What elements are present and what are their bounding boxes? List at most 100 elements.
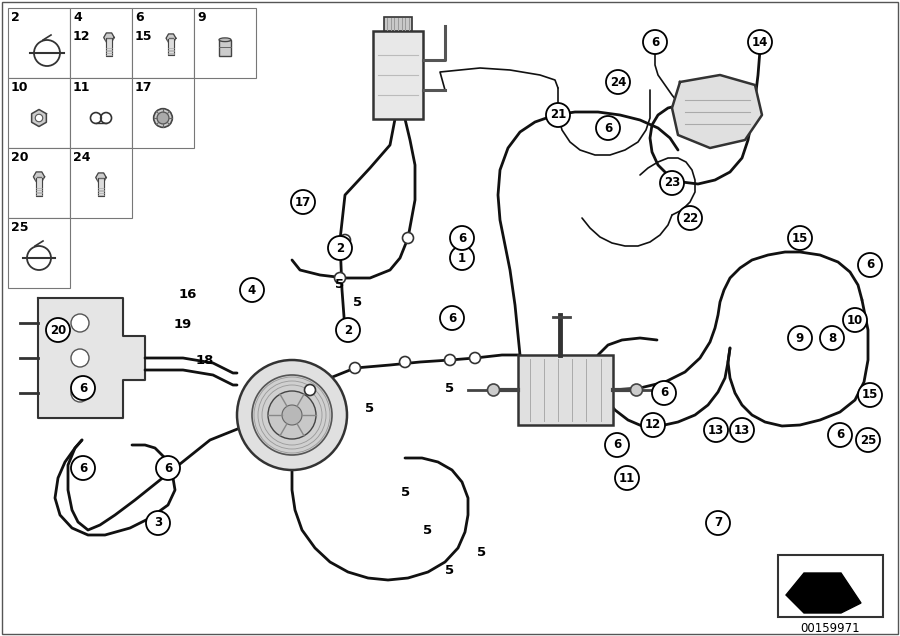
Text: 6: 6 <box>448 312 456 324</box>
Circle shape <box>788 326 812 350</box>
Text: 15: 15 <box>862 389 878 401</box>
Circle shape <box>339 235 350 245</box>
Circle shape <box>843 308 867 332</box>
Text: 10: 10 <box>847 314 863 326</box>
Circle shape <box>788 226 812 250</box>
Circle shape <box>71 349 89 367</box>
Text: 9: 9 <box>197 11 205 24</box>
Text: 13: 13 <box>708 424 725 436</box>
Bar <box>132 8 194 78</box>
Text: 23: 23 <box>664 177 680 190</box>
Text: 5: 5 <box>446 563 454 576</box>
Text: 2: 2 <box>336 242 344 254</box>
Text: 2: 2 <box>11 11 20 24</box>
Bar <box>373 31 423 119</box>
Text: 13: 13 <box>734 424 750 436</box>
Polygon shape <box>166 34 176 43</box>
Text: 9: 9 <box>796 331 804 345</box>
Circle shape <box>641 413 665 437</box>
Circle shape <box>71 314 89 332</box>
Circle shape <box>252 375 332 455</box>
Text: 5: 5 <box>336 279 345 291</box>
Circle shape <box>146 511 170 535</box>
Ellipse shape <box>219 38 231 41</box>
Circle shape <box>450 226 474 250</box>
Circle shape <box>240 278 264 302</box>
Text: 25: 25 <box>11 221 29 234</box>
Text: 5: 5 <box>401 485 410 499</box>
Circle shape <box>46 318 70 342</box>
Text: 3: 3 <box>154 516 162 530</box>
Circle shape <box>154 109 173 127</box>
Polygon shape <box>33 172 45 182</box>
Circle shape <box>858 383 882 407</box>
Circle shape <box>470 352 481 364</box>
Text: 6: 6 <box>604 121 612 134</box>
Bar <box>70 78 132 148</box>
Text: 4: 4 <box>73 11 82 24</box>
Circle shape <box>704 418 728 442</box>
Text: 6: 6 <box>458 232 466 244</box>
Circle shape <box>328 236 352 260</box>
Text: 6: 6 <box>866 258 874 272</box>
Circle shape <box>730 418 754 442</box>
Bar <box>70 148 132 218</box>
Circle shape <box>660 171 684 195</box>
Circle shape <box>858 253 882 277</box>
Circle shape <box>335 272 346 284</box>
Text: 21: 21 <box>550 109 566 121</box>
Circle shape <box>631 384 643 396</box>
Text: 6: 6 <box>79 462 87 474</box>
Circle shape <box>820 326 844 350</box>
Circle shape <box>748 30 772 54</box>
Circle shape <box>71 384 89 402</box>
Polygon shape <box>672 75 762 148</box>
Circle shape <box>35 114 42 121</box>
Circle shape <box>643 30 667 54</box>
Text: 20: 20 <box>50 324 66 336</box>
Polygon shape <box>38 298 145 418</box>
Circle shape <box>546 103 570 127</box>
Bar <box>8 78 70 148</box>
Text: 22: 22 <box>682 212 698 225</box>
Circle shape <box>450 246 474 270</box>
Text: 5: 5 <box>477 546 487 558</box>
Circle shape <box>349 363 361 373</box>
Polygon shape <box>104 33 114 42</box>
Circle shape <box>596 116 620 140</box>
Text: 6: 6 <box>164 462 172 474</box>
Text: 5: 5 <box>365 401 374 415</box>
Text: 24: 24 <box>73 151 91 164</box>
Polygon shape <box>32 109 47 127</box>
Text: 6: 6 <box>135 11 144 24</box>
Circle shape <box>291 190 315 214</box>
Text: 6: 6 <box>651 36 659 48</box>
Circle shape <box>652 381 676 405</box>
Text: 17: 17 <box>295 195 311 209</box>
Circle shape <box>440 306 464 330</box>
Bar <box>518 355 613 425</box>
Text: 16: 16 <box>179 289 197 301</box>
Circle shape <box>828 423 852 447</box>
Text: 6: 6 <box>660 387 668 399</box>
Text: 19: 19 <box>174 319 192 331</box>
Bar <box>194 8 256 78</box>
Bar <box>778 555 883 617</box>
Circle shape <box>488 384 500 396</box>
Circle shape <box>402 233 413 244</box>
Circle shape <box>606 70 630 94</box>
Circle shape <box>268 391 316 439</box>
Text: 11: 11 <box>73 81 91 94</box>
Text: 5: 5 <box>354 296 363 308</box>
Text: 20: 20 <box>11 151 29 164</box>
Circle shape <box>237 360 347 470</box>
Bar <box>8 148 70 218</box>
Text: 15: 15 <box>135 30 152 43</box>
Text: 11: 11 <box>619 471 635 485</box>
Circle shape <box>615 466 639 490</box>
Text: 5: 5 <box>446 382 454 394</box>
Bar <box>8 218 70 288</box>
Circle shape <box>605 433 629 457</box>
Text: 6: 6 <box>79 382 87 394</box>
Text: 17: 17 <box>135 81 152 94</box>
